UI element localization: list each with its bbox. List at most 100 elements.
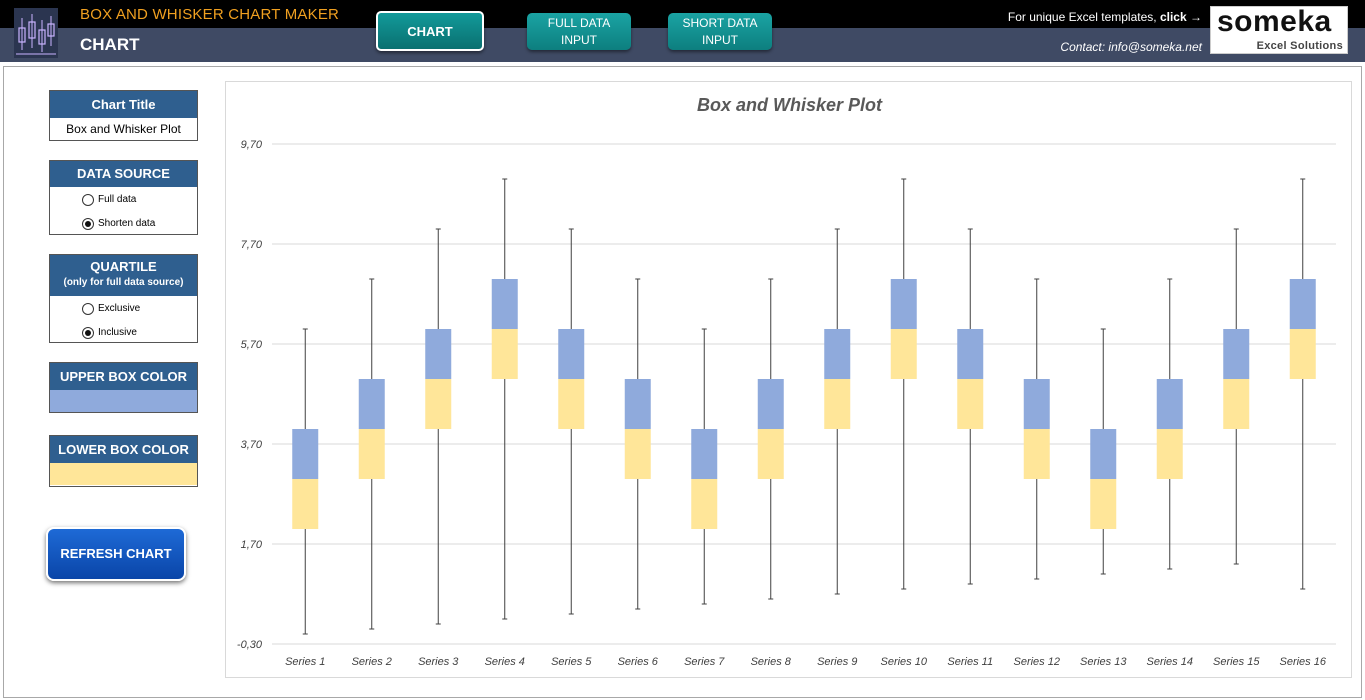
- upper-box: [1090, 429, 1117, 479]
- x-tick-label: Series 6: [618, 656, 659, 668]
- x-tick-label: Series 9: [817, 656, 857, 668]
- radio-exclusive-label: Exclusive: [98, 303, 141, 314]
- lower-box: [491, 329, 518, 379]
- x-tick-label: Series 8: [751, 656, 792, 668]
- quartile-panel: QUARTILE (only for full data source) Exc…: [49, 254, 198, 343]
- lower-box: [1289, 329, 1316, 379]
- brand-name: someka: [1217, 5, 1332, 38]
- radio-exclusive-dot[interactable]: [82, 303, 94, 315]
- lower-box: [425, 379, 452, 429]
- app-header: BOX AND WHISKER CHART MAKER CHART CHART …: [0, 0, 1365, 62]
- y-tick-label: 7,70: [241, 239, 263, 251]
- chart-title-input[interactable]: Box and Whisker Plot: [66, 122, 181, 136]
- x-tick-label: Series 4: [485, 656, 525, 668]
- lower-box: [358, 429, 385, 479]
- short-data-label-line1: SHORT DATA: [682, 16, 758, 30]
- sheet-frame: [3, 66, 1362, 698]
- x-tick-label: Series 2: [352, 656, 392, 668]
- full-data-label-line2: INPUT: [561, 33, 597, 47]
- someka-logo[interactable]: someka Excel Solutions: [1210, 5, 1348, 54]
- page-title: CHART: [80, 35, 140, 54]
- upper-box: [957, 329, 984, 379]
- upper-box: [1156, 379, 1183, 429]
- y-tick-label: 1,70: [241, 539, 263, 551]
- x-tick-label: Series 11: [947, 656, 993, 668]
- refresh-chart-button[interactable]: REFRESH CHART: [46, 527, 186, 581]
- chart-nav-label: CHART: [407, 24, 453, 39]
- lower-box: [292, 479, 319, 529]
- lower-box: [757, 429, 784, 479]
- radio-inclusive[interactable]: Inclusive: [50, 320, 197, 344]
- upper-box: [624, 379, 651, 429]
- lower-box: [1023, 429, 1050, 479]
- chart-area[interactable]: Box and Whisker Plot 9,70 7,70 5,70 3,70 1,7…: [225, 81, 1352, 678]
- upper-box: [691, 429, 718, 479]
- x-tick-label: Series 12: [1014, 656, 1060, 668]
- lower-box: [691, 479, 718, 529]
- quartile-header: QUARTILE (only for full data source): [50, 255, 197, 296]
- app-title: BOX AND WHISKER CHART MAKER: [80, 6, 340, 23]
- x-tick-label: Series 7: [684, 656, 725, 668]
- y-tick-label: -0,30: [237, 639, 263, 651]
- quartile-sublabel: (only for full data source): [63, 277, 184, 288]
- y-tick-label: 5,70: [241, 339, 263, 351]
- upper-box: [1289, 279, 1316, 329]
- lower-box: [1223, 379, 1250, 429]
- x-tick-label: Series 3: [418, 656, 459, 668]
- y-tick-label: 3,70: [241, 439, 263, 451]
- x-tick-label: Series 16: [1280, 656, 1327, 668]
- radio-full-data-dot[interactable]: [82, 194, 94, 206]
- lower-box-color-swatch[interactable]: [50, 463, 197, 485]
- brand-subtitle: Excel Solutions: [1256, 40, 1343, 52]
- promo-label: For unique Excel templates,: [1007, 10, 1157, 24]
- lower-box-color-label: LOWER BOX COLOR: [50, 436, 197, 463]
- chart-title-panel: Chart Title Box and Whisker Plot: [49, 90, 198, 141]
- contact-email[interactable]: Contact: info@someka.net: [1060, 40, 1202, 54]
- upper-box: [890, 279, 917, 329]
- full-data-label-line1: FULL DATA: [547, 16, 611, 30]
- upper-box: [1023, 379, 1050, 429]
- y-tick-label: 9,70: [241, 139, 263, 151]
- x-tick-label: Series 10: [881, 656, 928, 668]
- full-data-input-button[interactable]: FULL DATA INPUT: [527, 13, 631, 50]
- radio-inclusive-dot[interactable]: [82, 327, 94, 339]
- radio-full-data-label: Full data: [98, 194, 137, 205]
- x-tick-label: Series 15: [1213, 656, 1260, 668]
- upper-box-color-label: UPPER BOX COLOR: [50, 363, 197, 390]
- box-plot-svg: 9,70 7,70 5,70 3,70 1,70 -0,30 Series 1 Series …: [237, 139, 1336, 668]
- promo-text: For unique Excel templates, click →: [1008, 10, 1202, 24]
- chart-nav-button[interactable]: CHART: [376, 11, 484, 51]
- lower-box: [558, 379, 585, 429]
- radio-shorten-data-label: Shorten data: [98, 218, 156, 229]
- upper-box: [824, 329, 851, 379]
- upper-box: [1223, 329, 1250, 379]
- chart-title-label: Chart Title: [50, 91, 197, 118]
- radio-full-data[interactable]: Full data: [50, 187, 197, 211]
- lower-box: [624, 429, 651, 479]
- radio-exclusive[interactable]: Exclusive: [50, 296, 197, 320]
- chart-title: Box and Whisker Plot: [696, 95, 883, 115]
- lower-box: [1156, 429, 1183, 479]
- radio-inclusive-label: Inclusive: [98, 327, 137, 338]
- x-tick-label: Series 1: [285, 656, 325, 668]
- short-data-input-button[interactable]: SHORT DATA INPUT: [668, 13, 772, 50]
- x-tick-label: Series 5: [551, 656, 592, 668]
- quartile-label: QUARTILE: [90, 259, 157, 274]
- upper-box-color-swatch[interactable]: [50, 390, 197, 412]
- lower-box: [1090, 479, 1117, 529]
- lower-box: [824, 379, 851, 429]
- x-tick-label: Series 13: [1080, 656, 1127, 668]
- lower-box: [890, 329, 917, 379]
- upper-box: [757, 379, 784, 429]
- data-source-label: DATA SOURCE: [50, 161, 197, 187]
- upper-box-color-panel: UPPER BOX COLOR: [49, 362, 198, 413]
- lower-box: [957, 379, 984, 429]
- short-data-label-line2: INPUT: [702, 33, 738, 47]
- x-tick-label: Series 14: [1147, 656, 1193, 668]
- radio-shorten-data[interactable]: Shorten data: [50, 211, 197, 235]
- promo-link[interactable]: click →: [1159, 10, 1202, 24]
- upper-box: [292, 429, 319, 479]
- radio-shorten-data-dot[interactable]: [82, 218, 94, 230]
- upper-box: [491, 279, 518, 329]
- upper-box: [558, 329, 585, 379]
